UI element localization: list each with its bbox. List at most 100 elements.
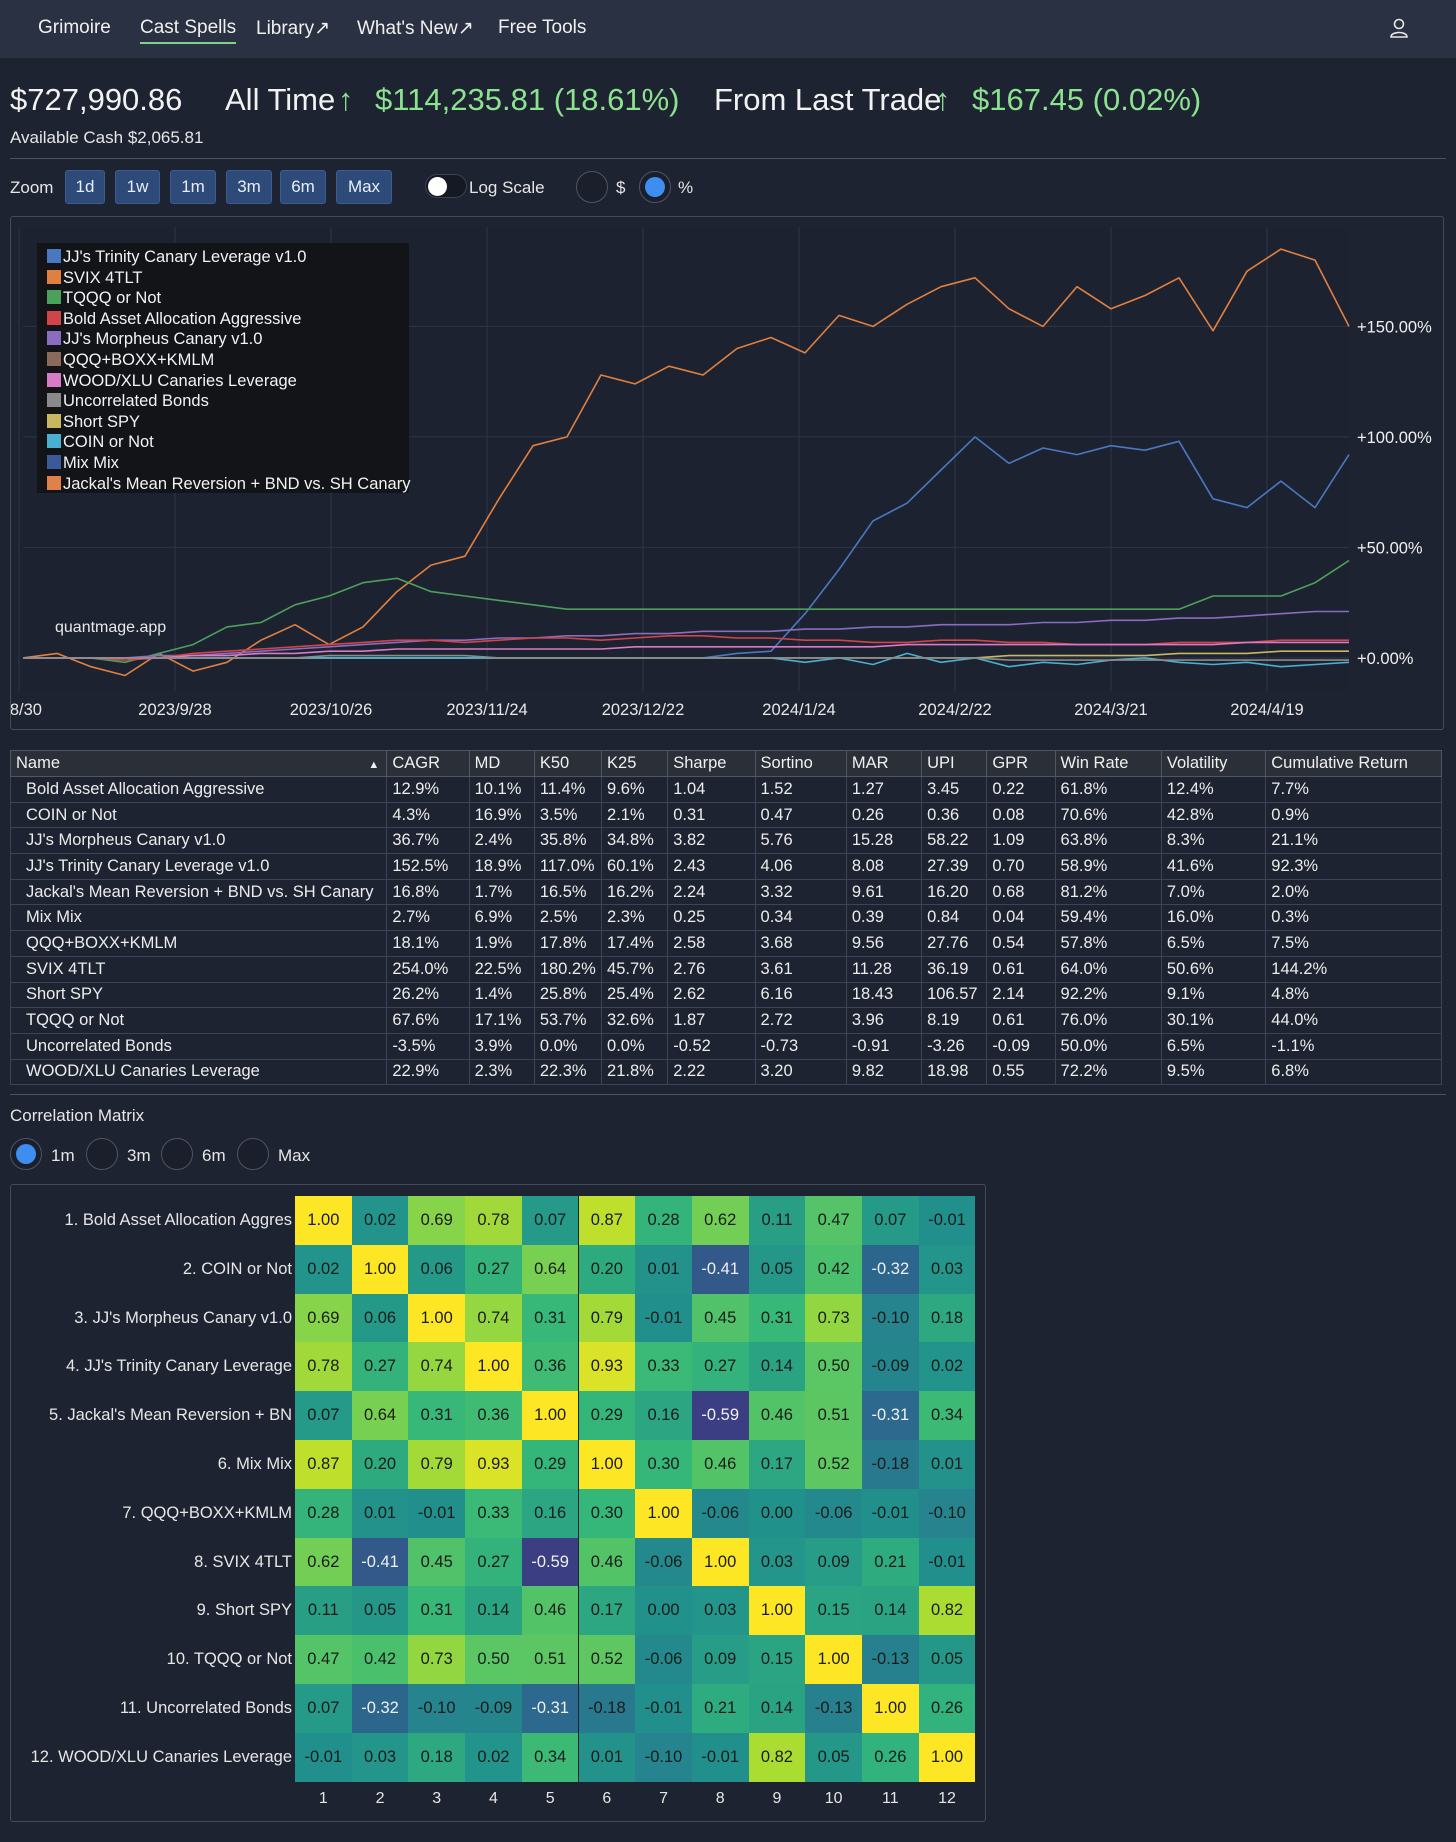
matrix-cell[interactable]: 0.47 xyxy=(805,1196,862,1245)
matrix-cell[interactable]: 0.01 xyxy=(578,1732,636,1782)
matrix-cell[interactable]: 0.20 xyxy=(578,1244,636,1294)
nav-grimoire[interactable]: Grimoire xyxy=(38,17,111,38)
matrix-cell[interactable]: -0.06 xyxy=(691,1488,749,1538)
matrix-cell[interactable]: 0.51 xyxy=(521,1635,579,1684)
matrix-cell[interactable]: 0.02 xyxy=(351,1196,409,1245)
matrix-cell[interactable]: 1.00 xyxy=(465,1342,522,1392)
table-row[interactable]: TQQQ or Not 67.6% 17.1% 53.7% 32.6% 1.87 2.72 3… xyxy=(9,1007,1442,1034)
column-header[interactable]: K50 xyxy=(533,750,603,777)
matrix-cell[interactable]: 1.00 xyxy=(351,1244,409,1294)
legend-item[interactable]: JJ's Morpheus Canary v1.0 xyxy=(47,330,262,350)
matrix-cell[interactable]: 0.03 xyxy=(748,1537,806,1587)
column-header[interactable]: Cumulative Return xyxy=(1265,750,1442,777)
legend-item[interactable]: Jackal's Mean Reversion + BND vs. SH Can… xyxy=(47,475,410,495)
legend-item[interactable]: JJ's Trinity Canary Leverage v1.0 xyxy=(47,248,306,268)
matrix-cell[interactable]: 0.14 xyxy=(465,1586,522,1636)
matrix-cell[interactable]: 0.02 xyxy=(918,1342,976,1392)
column-header[interactable]: K25 xyxy=(601,750,669,777)
matrix-cell[interactable]: 0.46 xyxy=(578,1537,636,1587)
dollar-radio[interactable] xyxy=(576,171,608,203)
matrix-cell[interactable]: 1.00 xyxy=(578,1440,636,1489)
matrix-cell[interactable]: 0.03 xyxy=(918,1244,976,1294)
matrix-cell[interactable]: -0.18 xyxy=(578,1684,636,1733)
column-header[interactable]: MAR xyxy=(845,750,923,777)
matrix-cell[interactable]: 0.31 xyxy=(408,1586,466,1636)
matrix-cell[interactable]: -0.09 xyxy=(465,1684,522,1733)
matrix-cell[interactable]: 0.73 xyxy=(805,1293,862,1343)
table-row[interactable]: Jackal's Mean Reversion + BND vs. SH Can… xyxy=(9,878,1442,906)
matrix-cell[interactable]: 0.14 xyxy=(748,1342,806,1392)
matrix-cell[interactable]: 0.30 xyxy=(635,1440,692,1489)
table-row[interactable]: COIN or Not 4.3% 16.9% 3.5% 2.1% 0.31 0.47 0.26… xyxy=(9,801,1442,829)
matrix-cell[interactable]: 0.14 xyxy=(748,1684,806,1733)
column-header[interactable]: Win Rate xyxy=(1054,750,1162,777)
matrix-cell[interactable]: 0.00 xyxy=(635,1586,692,1636)
legend-item[interactable]: COIN or Not xyxy=(47,433,154,453)
matrix-cell[interactable]: 0.11 xyxy=(295,1586,352,1636)
matrix-cell[interactable]: 0.16 xyxy=(521,1488,579,1538)
matrix-cell[interactable]: 0.64 xyxy=(351,1391,409,1440)
matrix-cell[interactable]: -0.59 xyxy=(521,1537,579,1587)
matrix-cell[interactable]: 1.00 xyxy=(521,1391,579,1440)
legend-item[interactable]: SVIX 4TLT xyxy=(47,269,142,289)
matrix-cell[interactable]: 0.27 xyxy=(691,1342,749,1392)
table-row[interactable]: Short SPY 26.2% 1.4% 25.8% 25.4% 2.62 6.16 18.4… xyxy=(9,981,1442,1009)
matrix-cell[interactable]: -0.06 xyxy=(635,1537,692,1587)
matrix-cell[interactable]: 0.20 xyxy=(351,1440,409,1489)
log-scale-toggle[interactable] xyxy=(425,174,467,198)
matrix-cell[interactable]: -0.32 xyxy=(862,1244,919,1294)
column-header[interactable]: UPI xyxy=(921,750,988,777)
corr-3m-radio[interactable] xyxy=(86,1138,118,1170)
matrix-cell[interactable]: 0.18 xyxy=(918,1293,976,1343)
matrix-cell[interactable]: 0.62 xyxy=(295,1537,352,1587)
corr-6m-radio[interactable] xyxy=(161,1138,193,1170)
matrix-cell[interactable]: -0.13 xyxy=(805,1684,862,1733)
matrix-cell[interactable]: -0.41 xyxy=(351,1537,409,1587)
matrix-cell[interactable]: 0.18 xyxy=(408,1732,466,1782)
zoom-6m-button[interactable]: 6m xyxy=(280,170,326,204)
matrix-cell[interactable]: 0.87 xyxy=(578,1196,636,1245)
matrix-cell[interactable]: 1.00 xyxy=(862,1684,919,1733)
column-header[interactable]: CAGR xyxy=(386,750,470,777)
matrix-cell[interactable]: 0.45 xyxy=(691,1293,749,1343)
zoom-max-button[interactable]: Max xyxy=(336,170,392,204)
matrix-cell[interactable]: 0.31 xyxy=(521,1293,579,1343)
matrix-cell[interactable]: 1.00 xyxy=(295,1196,352,1245)
matrix-cell[interactable]: 0.05 xyxy=(805,1732,862,1782)
matrix-cell[interactable]: 0.05 xyxy=(351,1586,409,1636)
matrix-cell[interactable]: -0.01 xyxy=(918,1537,976,1587)
matrix-cell[interactable]: 0.26 xyxy=(862,1732,919,1782)
matrix-cell[interactable]: -0.31 xyxy=(862,1391,919,1440)
matrix-cell[interactable]: -0.13 xyxy=(862,1635,919,1684)
legend-item[interactable]: Bold Asset Allocation Aggressive xyxy=(47,310,301,330)
table-row[interactable]: SVIX 4TLT 254.0% 22.5% 180.2% 45.7% 2.76 3.61 1… xyxy=(9,955,1442,983)
matrix-cell[interactable]: 0.07 xyxy=(521,1196,579,1245)
column-header[interactable]: Name ▲ xyxy=(9,750,388,777)
matrix-cell[interactable]: 0.51 xyxy=(805,1391,862,1440)
matrix-cell[interactable]: 0.82 xyxy=(918,1586,976,1636)
matrix-cell[interactable]: -0.10 xyxy=(862,1293,919,1343)
matrix-cell[interactable]: 0.09 xyxy=(691,1635,749,1684)
matrix-cell[interactable]: 0.33 xyxy=(465,1488,522,1538)
matrix-cell[interactable]: 1.00 xyxy=(748,1586,806,1636)
matrix-cell[interactable]: -0.01 xyxy=(295,1732,352,1782)
matrix-cell[interactable]: 0.33 xyxy=(635,1342,692,1392)
matrix-cell[interactable]: -0.01 xyxy=(691,1732,749,1782)
column-header[interactable]: GPR xyxy=(986,750,1056,777)
matrix-cell[interactable]: 0.64 xyxy=(521,1244,579,1294)
matrix-cell[interactable]: 1.00 xyxy=(691,1537,749,1587)
matrix-cell[interactable]: 0.27 xyxy=(465,1537,522,1587)
matrix-cell[interactable]: 0.31 xyxy=(408,1391,466,1440)
matrix-cell[interactable]: 0.28 xyxy=(635,1196,692,1245)
matrix-cell[interactable]: 0.01 xyxy=(351,1488,409,1538)
user-icon[interactable] xyxy=(1388,16,1410,40)
matrix-cell[interactable]: -0.01 xyxy=(635,1684,692,1733)
matrix-cell[interactable]: 0.02 xyxy=(295,1244,352,1294)
matrix-cell[interactable]: 0.87 xyxy=(295,1440,352,1489)
matrix-cell[interactable]: 0.93 xyxy=(578,1342,636,1392)
matrix-cell[interactable]: 0.78 xyxy=(465,1196,522,1245)
matrix-cell[interactable]: 0.03 xyxy=(351,1732,409,1782)
matrix-cell[interactable]: -0.31 xyxy=(521,1684,579,1733)
matrix-cell[interactable]: 0.46 xyxy=(748,1391,806,1440)
matrix-cell[interactable]: 0.36 xyxy=(521,1342,579,1392)
